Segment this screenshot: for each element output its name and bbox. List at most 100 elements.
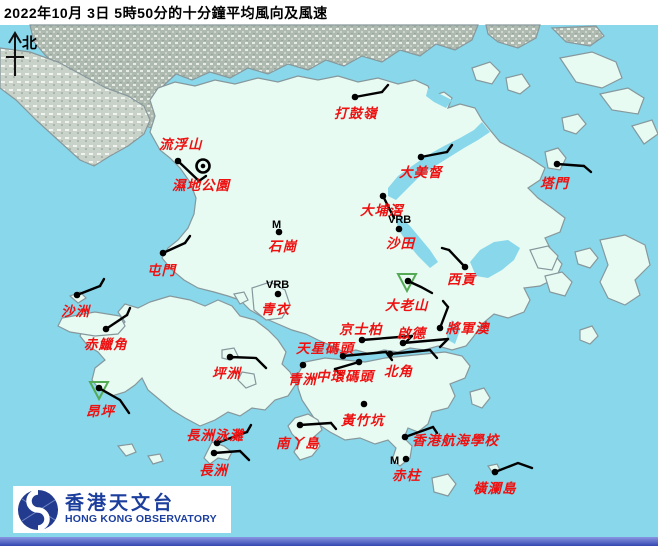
station-dot — [339, 352, 347, 360]
north-label: 北 — [22, 35, 37, 52]
wind-barb — [406, 279, 434, 295]
station-label: 屯門 — [147, 263, 177, 278]
station-dot — [95, 384, 103, 392]
station-label: 青洲 — [288, 372, 318, 387]
station-黃竹坑[interactable]: 黃竹坑 — [340, 400, 386, 428]
station-dot — [436, 324, 444, 332]
station-塔門[interactable]: 塔門 — [540, 160, 593, 191]
station-label: 流浮山 — [159, 137, 203, 152]
wind-barb — [445, 143, 454, 154]
wind-barb — [215, 430, 249, 445]
station-dot — [402, 455, 410, 463]
station-沙田[interactable]: VRB 沙田 — [386, 214, 416, 251]
station-昂坪[interactable]: 昂坪 — [86, 381, 131, 419]
station-label: 黃竹坑 — [340, 413, 386, 428]
station-打鼓嶺[interactable]: 打鼓嶺 — [334, 83, 390, 121]
station-dot — [417, 153, 425, 161]
station-label: 大美督 — [399, 165, 444, 180]
station-dot — [159, 249, 167, 257]
station-label: 打鼓嶺 — [334, 106, 379, 121]
station-南丫島[interactable]: 南丫島 — [276, 421, 338, 451]
station-label: 北角 — [384, 364, 413, 379]
station-長洲泳灘[interactable]: 長洲泳灘 — [186, 423, 253, 447]
station-dot — [491, 468, 499, 476]
wind-barb — [447, 248, 467, 269]
station-橫瀾島[interactable]: 橫瀾島 — [473, 461, 534, 496]
station-dot — [461, 263, 469, 271]
station-屯門[interactable]: 屯門 — [147, 234, 192, 278]
wind-barb — [438, 337, 450, 349]
station-label: 天星碼頭 — [296, 341, 355, 356]
station-赤鱲角[interactable]: 赤鱲角 — [84, 306, 132, 352]
station-dot — [358, 336, 366, 344]
station-label: 坪洲 — [212, 366, 242, 381]
station-dot — [399, 339, 407, 347]
station-dot — [275, 228, 283, 236]
station-青洲[interactable]: 青洲 — [288, 361, 318, 387]
station-label: 沙田 — [386, 236, 416, 251]
station-中環碼頭[interactable]: 中環碼頭 — [316, 358, 375, 384]
wind-barb — [360, 334, 414, 342]
station-大美督[interactable]: 大美督 — [399, 143, 454, 180]
station-石崗[interactable]: M 石崗 — [268, 219, 298, 254]
wind-barb — [176, 159, 201, 183]
wind-barb — [298, 421, 333, 427]
wind-barb — [245, 423, 253, 434]
station-啟德[interactable]: 啟德 — [397, 326, 450, 349]
wind-barb — [431, 425, 439, 435]
station-dot — [296, 421, 304, 429]
hko-logo-text: 香港天文台 HONG KONG OBSERVATORY — [65, 494, 217, 525]
wind-barb — [493, 461, 534, 474]
station-label: 橫瀾島 — [473, 481, 517, 496]
station-青衣[interactable]: VRB 青衣 — [261, 279, 291, 317]
station-赤柱[interactable]: M赤柱 — [390, 455, 422, 483]
station-大老山[interactable]: 大老山 — [385, 273, 434, 313]
wind-barb — [98, 277, 106, 288]
station-label: 青衣 — [261, 302, 291, 317]
station-dot — [210, 449, 218, 457]
station-label: 大老山 — [385, 298, 429, 313]
station-長洲[interactable]: 長洲 — [199, 449, 251, 478]
station-dot — [360, 400, 368, 408]
station-dot — [174, 157, 182, 165]
wind-barb — [388, 348, 432, 356]
wind-barb — [428, 348, 439, 360]
station-dot — [73, 291, 81, 299]
station-北角[interactable]: 北角 — [384, 348, 439, 379]
station-將軍澳[interactable]: 將軍澳 — [436, 299, 491, 336]
station-坪洲[interactable]: 坪洲 — [212, 353, 268, 381]
wind-barb — [441, 299, 450, 309]
station-label: 大埔滘 — [360, 203, 405, 218]
station-西貢[interactable]: 西貢 — [440, 246, 477, 287]
wind-barb — [440, 246, 451, 252]
hko-name-chinese: 香港天文台 — [65, 493, 176, 515]
station-dot — [355, 358, 363, 366]
station-label: 赤柱 — [392, 468, 422, 483]
wind-barb — [228, 355, 268, 370]
station-dot — [379, 192, 387, 200]
station-天星碼頭[interactable]: 天星碼頭 — [296, 341, 394, 362]
station-dot — [395, 225, 403, 233]
station-label: 赤鱲角 — [84, 337, 128, 352]
station-京士柏[interactable]: 京士柏 — [339, 322, 414, 346]
station-dot — [102, 325, 110, 333]
north-arrow-icon — [6, 31, 24, 76]
station-沙洲[interactable]: 沙洲 — [61, 277, 106, 319]
station-流浮山[interactable]: 流浮山 — [159, 137, 208, 183]
station-dot — [213, 439, 221, 447]
station-dot — [226, 353, 234, 361]
station-濕地公園[interactable]: 濕地公園 — [172, 158, 231, 194]
wind-barb — [403, 425, 435, 439]
wind-barb — [329, 421, 338, 431]
station-label: 石崗 — [268, 239, 298, 254]
station-label: 長洲 — [199, 463, 229, 478]
station-香港航海學校[interactable]: 香港航海學校 — [401, 425, 501, 448]
wind-barb — [353, 90, 384, 99]
hko-logo[interactable]: 香港天文台 HONG KONG OBSERVATORY — [13, 486, 231, 533]
station-dot — [404, 277, 412, 285]
station-大埔滘[interactable]: 大埔滘 — [360, 192, 405, 220]
wind-barb — [197, 174, 208, 183]
station-label: 中環碼頭 — [316, 369, 375, 384]
